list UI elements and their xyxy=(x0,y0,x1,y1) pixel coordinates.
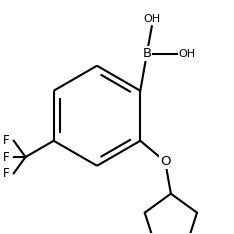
Text: OH: OH xyxy=(178,49,195,59)
Text: O: O xyxy=(160,155,171,168)
Text: F: F xyxy=(3,134,9,147)
Text: F: F xyxy=(3,150,9,164)
Text: OH: OH xyxy=(143,14,160,24)
Text: F: F xyxy=(3,167,9,180)
Text: B: B xyxy=(142,47,151,60)
